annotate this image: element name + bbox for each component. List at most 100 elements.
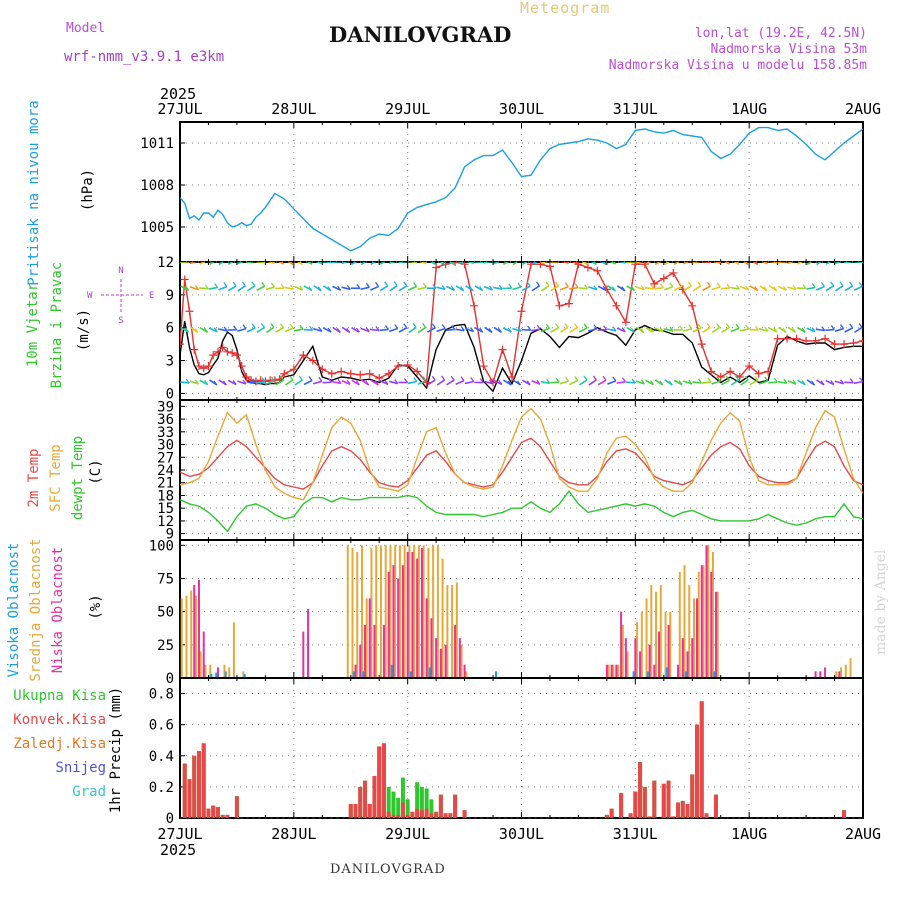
wind-barb	[616, 327, 626, 333]
wind-barb	[834, 262, 842, 265]
wind-barb-head	[621, 286, 626, 292]
wind-barb	[654, 262, 661, 266]
wind-barb	[256, 285, 266, 292]
wind-barb-head	[393, 281, 398, 287]
bar-precip	[619, 793, 624, 818]
wind-barb-head	[706, 281, 711, 287]
bar-clouds	[840, 667, 843, 678]
wind-barb-head	[290, 262, 294, 265]
bar-clouds	[686, 651, 689, 678]
wind-barb-head	[498, 327, 503, 333]
wind-barb	[294, 285, 304, 291]
panel-precip: 0 0.2 0.4 0.6 0.8	[149, 677, 864, 827]
wind-barb-head	[611, 286, 616, 292]
wind-barb	[692, 262, 702, 264]
bar-clouds	[454, 624, 457, 678]
wind-barb-head	[783, 378, 788, 384]
wind-barb-head	[365, 380, 370, 386]
wind-barb	[664, 262, 670, 266]
wind-barb	[654, 327, 664, 333]
wind-barb	[419, 262, 427, 265]
bar-precip	[453, 794, 458, 818]
wind-barb	[540, 327, 550, 333]
bar-clouds	[634, 638, 637, 678]
bar-precip	[187, 779, 192, 818]
wind-barb	[294, 379, 303, 386]
bar-clouds	[650, 585, 653, 678]
bar-clouds	[691, 638, 694, 678]
bar-precip	[215, 807, 220, 818]
wind-barb-head	[319, 262, 323, 264]
wind-barb-head	[232, 380, 237, 385]
wind-barb	[284, 286, 294, 290]
wind-barb	[389, 285, 398, 292]
x-tick-label-bottom: 30JUL	[499, 825, 544, 843]
wind-barb-head	[261, 377, 266, 383]
y-tick-label: 0.6	[149, 718, 174, 734]
wind-barb	[512, 262, 519, 266]
wind-barb-head	[849, 323, 854, 329]
wind-barb-head	[687, 281, 692, 287]
wind-barb-head	[527, 325, 532, 331]
wind-barb	[702, 285, 711, 292]
wind-barb-head	[736, 262, 740, 265]
legend-label: Grad	[72, 784, 106, 800]
wind-barb	[284, 327, 294, 333]
wind-barb-head	[564, 282, 569, 288]
wind-barb-head	[280, 283, 285, 289]
wind-barb	[541, 285, 550, 292]
wind-barb-head	[858, 323, 863, 328]
gust-marker	[280, 369, 289, 378]
bar-clouds	[605, 664, 608, 678]
gust-marker	[209, 351, 218, 360]
wind-barb-head	[196, 257, 199, 261]
wind-barb	[768, 327, 778, 333]
wind-barb	[559, 285, 569, 291]
x-tick-label-bottom: 31JUL	[613, 825, 658, 843]
wind-barb	[436, 379, 446, 386]
wind-barb	[322, 327, 332, 333]
wind-barb	[806, 327, 816, 333]
bar-clouds	[392, 565, 395, 678]
wind-barb-head	[583, 375, 588, 381]
wind-barb-head	[697, 281, 702, 287]
wind-barb-head	[602, 375, 607, 381]
wind-barb-head	[802, 256, 805, 260]
wind-barb	[218, 262, 225, 266]
wind-barb	[502, 262, 509, 265]
gust-marker	[811, 336, 820, 345]
wind-barb	[315, 262, 323, 265]
gust-marker	[783, 334, 792, 343]
year-label-top: 2025	[160, 85, 196, 103]
wind-barb	[531, 262, 538, 265]
bar-precip	[225, 814, 230, 818]
bar-precip	[182, 763, 187, 818]
wind-barb-head	[716, 282, 721, 288]
wind-barb-head	[336, 327, 341, 333]
wind-barb-head	[403, 378, 408, 383]
wind-barb-head	[754, 286, 759, 291]
wind-barb-head	[317, 286, 322, 292]
bar-precip	[666, 780, 671, 818]
wind-barb	[853, 262, 863, 264]
wind-barb	[787, 286, 797, 291]
wind-barb	[711, 286, 721, 291]
gust-marker	[218, 343, 227, 352]
wind-barb	[853, 285, 863, 291]
wind-barb	[275, 379, 284, 386]
wind-barb	[777, 285, 787, 292]
wind-barb	[265, 286, 275, 291]
bar-precip	[348, 804, 353, 818]
wind-barb	[673, 285, 683, 292]
wind-barb	[673, 262, 680, 266]
y-tick-label: 0	[166, 671, 174, 687]
wind-barb-head	[404, 258, 407, 262]
bar-clouds	[185, 595, 188, 678]
gust-marker	[204, 362, 213, 371]
gust-marker	[403, 360, 412, 369]
series-line-udari-vjetra	[180, 262, 863, 385]
bar-precip	[386, 811, 391, 818]
wind-barb-head	[555, 323, 560, 329]
gust-marker	[564, 299, 573, 308]
wind-barb-head	[830, 380, 835, 385]
